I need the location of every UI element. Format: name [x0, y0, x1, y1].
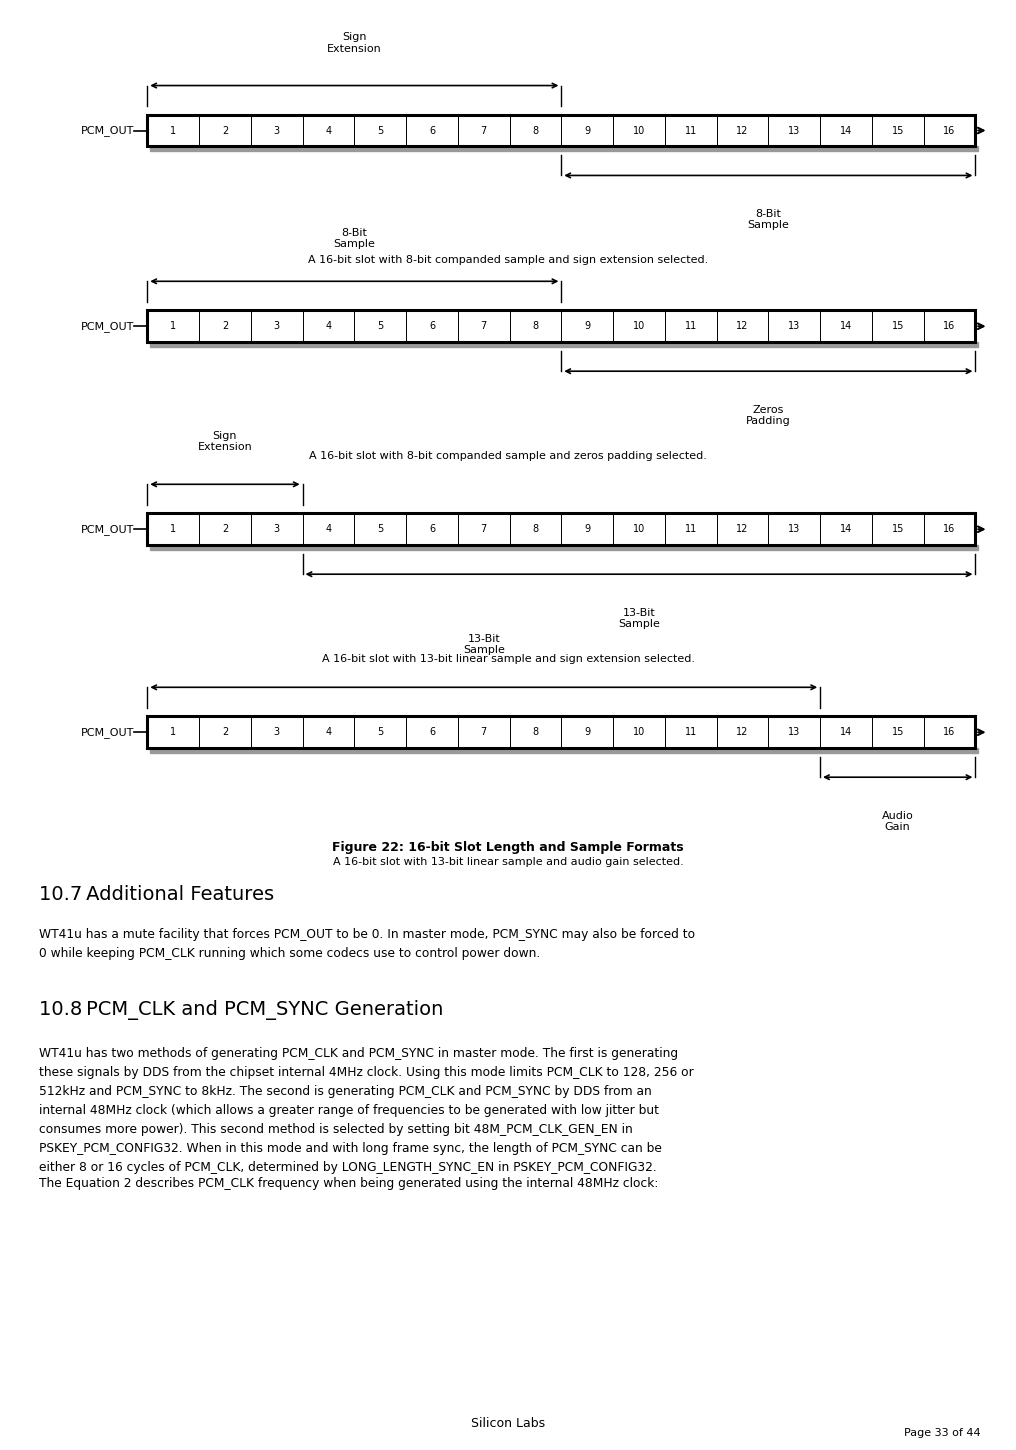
Text: Page 33 of 44: Page 33 of 44	[904, 1428, 980, 1437]
Text: A 16-bit slot with 13-bit linear sample and sign extension selected.: A 16-bit slot with 13-bit linear sample …	[321, 654, 695, 664]
Bar	[150, 146, 978, 151]
Text: 14: 14	[840, 322, 852, 331]
Text: 9: 9	[584, 322, 590, 331]
Text: 9: 9	[584, 728, 590, 737]
Text: 10: 10	[633, 322, 645, 331]
Text: 16: 16	[944, 728, 956, 737]
Text: 15: 15	[892, 525, 904, 534]
Text: 13-Bit
Sample: 13-Bit Sample	[618, 608, 660, 629]
Text: 2: 2	[221, 126, 228, 135]
Text: 10: 10	[633, 126, 645, 135]
Text: A 16-bit slot with 8-bit companded sample and sign extension selected.: A 16-bit slot with 8-bit companded sampl…	[308, 255, 708, 265]
Text: 4: 4	[325, 728, 331, 737]
Text: 16: 16	[944, 126, 956, 135]
Text: 6: 6	[429, 728, 435, 737]
Text: 14: 14	[840, 525, 852, 534]
Text: 6: 6	[429, 322, 435, 331]
Text: 7: 7	[481, 525, 487, 534]
Bar	[150, 342, 978, 347]
Bar	[150, 748, 978, 753]
Text: 10: 10	[633, 728, 645, 737]
Text: 12: 12	[737, 525, 749, 534]
Text: 14: 14	[840, 728, 852, 737]
Text: PCM_OUT: PCM_OUT	[80, 320, 134, 332]
Text: 10.8 PCM_CLK and PCM_SYNC Generation: 10.8 PCM_CLK and PCM_SYNC Generation	[39, 1000, 443, 1021]
Text: 8: 8	[532, 322, 538, 331]
Text: 7: 7	[481, 322, 487, 331]
Text: 4: 4	[325, 126, 331, 135]
Text: 2: 2	[221, 728, 228, 737]
Text: 10: 10	[633, 525, 645, 534]
Text: 15: 15	[892, 728, 904, 737]
Text: 12: 12	[737, 728, 749, 737]
Text: 8-Bit
Sample: 8-Bit Sample	[748, 209, 789, 231]
Text: A 16-bit slot with 8-bit companded sample and zeros padding selected.: A 16-bit slot with 8-bit companded sampl…	[309, 451, 707, 461]
Text: 14: 14	[840, 126, 852, 135]
Text: 3: 3	[273, 322, 279, 331]
Text: The Equation 2 describes PCM_CLK frequency when being generated using the intern: The Equation 2 describes PCM_CLK frequen…	[39, 1177, 658, 1190]
Text: 11: 11	[685, 126, 697, 135]
Text: 8-Bit
Sample: 8-Bit Sample	[333, 228, 375, 249]
Text: 13: 13	[788, 525, 801, 534]
Text: 8: 8	[532, 126, 538, 135]
Text: 15: 15	[892, 126, 904, 135]
Text: 11: 11	[685, 728, 697, 737]
Text: 6: 6	[429, 126, 435, 135]
Bar	[150, 545, 978, 550]
Text: Silicon Labs: Silicon Labs	[471, 1418, 545, 1430]
Text: Sign
Extension: Sign Extension	[197, 431, 252, 452]
Text: Sign
Extension: Sign Extension	[327, 32, 382, 54]
Text: 8: 8	[532, 525, 538, 534]
Text: 5: 5	[377, 126, 383, 135]
Text: A 16-bit slot with 13-bit linear sample and audio gain selected.: A 16-bit slot with 13-bit linear sample …	[332, 857, 684, 867]
Text: 3: 3	[273, 525, 279, 534]
Text: 7: 7	[481, 126, 487, 135]
Text: 11: 11	[685, 322, 697, 331]
Text: 8: 8	[532, 728, 538, 737]
Text: 5: 5	[377, 728, 383, 737]
Text: 3: 3	[273, 728, 279, 737]
Text: 4: 4	[325, 525, 331, 534]
Text: 1: 1	[170, 126, 176, 135]
Text: WT41u has a mute facility that forces PCM_OUT to be 0. In master mode, PCM_SYNC : WT41u has a mute facility that forces PC…	[39, 928, 695, 960]
Text: 7: 7	[481, 728, 487, 737]
Text: WT41u has two methods of generating PCM_CLK and PCM_SYNC in master mode. The fir: WT41u has two methods of generating PCM_…	[39, 1047, 693, 1174]
Text: Figure 22: 16-bit Slot Length and Sample Formats: Figure 22: 16-bit Slot Length and Sample…	[332, 841, 684, 854]
Text: 13-Bit
Sample: 13-Bit Sample	[462, 634, 505, 655]
Text: Zeros
Padding: Zeros Padding	[746, 405, 790, 426]
Text: 4: 4	[325, 322, 331, 331]
Text: 6: 6	[429, 525, 435, 534]
Text: 15: 15	[892, 322, 904, 331]
Text: 2: 2	[221, 525, 228, 534]
Text: 11: 11	[685, 525, 697, 534]
Text: Audio
Gain: Audio Gain	[882, 811, 913, 832]
Text: 13: 13	[788, 728, 801, 737]
Text: 1: 1	[170, 322, 176, 331]
Text: 2: 2	[221, 322, 228, 331]
Text: 1: 1	[170, 525, 176, 534]
Text: PCM_OUT: PCM_OUT	[80, 125, 134, 136]
Text: 5: 5	[377, 322, 383, 331]
Text: 10.7 Additional Features: 10.7 Additional Features	[39, 884, 273, 903]
Text: 5: 5	[377, 525, 383, 534]
Text: 16: 16	[944, 525, 956, 534]
Text: 13: 13	[788, 126, 801, 135]
Text: 13: 13	[788, 322, 801, 331]
Text: 12: 12	[737, 322, 749, 331]
Text: 1: 1	[170, 728, 176, 737]
Text: 12: 12	[737, 126, 749, 135]
Text: 3: 3	[273, 126, 279, 135]
Text: 16: 16	[944, 322, 956, 331]
Text: PCM_OUT: PCM_OUT	[80, 523, 134, 535]
Text: 9: 9	[584, 126, 590, 135]
Text: PCM_OUT: PCM_OUT	[80, 726, 134, 738]
Text: 9: 9	[584, 525, 590, 534]
